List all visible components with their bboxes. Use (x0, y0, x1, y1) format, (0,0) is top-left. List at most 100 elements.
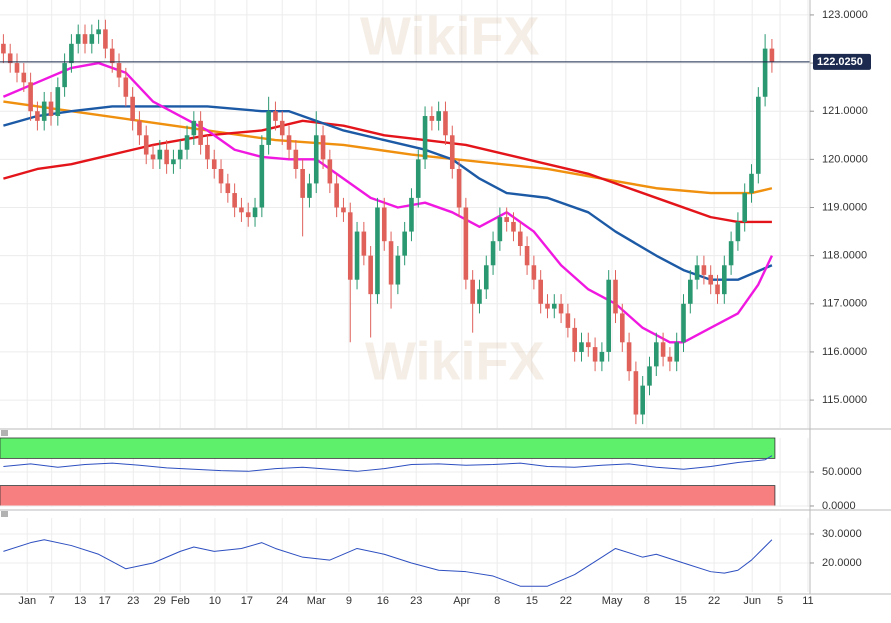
candle-body (69, 43, 74, 64)
candle-body (402, 231, 407, 256)
candle-body (341, 207, 346, 213)
x-tick-label: 23 (410, 595, 422, 607)
y-tick-label: 120.0000 (822, 153, 868, 165)
x-tick-label: Apr (453, 595, 470, 607)
indicator-zone (0, 485, 776, 507)
candle-body (388, 241, 394, 285)
candle-body (715, 284, 720, 295)
candle-body (531, 265, 537, 280)
candle-body (545, 303, 550, 309)
candle-body (334, 183, 339, 208)
labels-layer: Jan 7 13 17 23 29 Feb 10 17 24 Mar 9 16 23 Apr 8 15 22 May… (18, 9, 871, 607)
candle-body (75, 34, 81, 44)
y-tick-label: 123.0000 (822, 9, 868, 21)
candle-body (558, 303, 564, 314)
candle-body (762, 48, 768, 97)
candle-body (653, 342, 659, 367)
candle-body (599, 351, 605, 362)
candle-body (756, 96, 761, 174)
candle-body (191, 120, 197, 136)
last-price-label: 122.0250 (817, 56, 863, 68)
panel-handle (1, 430, 8, 517)
candle-body (62, 63, 67, 88)
candle-body (375, 207, 380, 295)
candle-body (1, 43, 6, 54)
y-tick-label: 116.0000 (822, 346, 867, 358)
y-tick-label: 50.0000 (822, 466, 862, 478)
candle-body (381, 207, 387, 242)
candle-body (130, 96, 135, 121)
x-tick-label: 10 (209, 595, 221, 607)
candle-body (429, 116, 435, 121)
candle-body (320, 135, 326, 160)
candle-body (640, 385, 645, 415)
x-tick-label: 15 (526, 595, 538, 607)
candle-body (681, 303, 686, 343)
x-tick-label: 29 (154, 595, 166, 607)
candle-body (572, 327, 577, 352)
candle-body (245, 212, 251, 218)
x-tick-label: 17 (99, 595, 111, 607)
x-tick-label: 15 (675, 595, 687, 607)
candle-body (585, 342, 591, 348)
candle-body (660, 342, 666, 357)
x-tick-label: 9 (346, 595, 352, 607)
candle-body (415, 159, 421, 198)
candle-body (7, 53, 13, 64)
candle-body (606, 279, 611, 352)
candle-body (769, 48, 775, 62)
candle-body (28, 82, 33, 112)
grid-layer (0, 0, 810, 592)
candle-body (96, 29, 101, 35)
candle-body (728, 241, 734, 266)
candle-body (259, 144, 265, 208)
candle-body (109, 48, 115, 64)
candle-body (164, 149, 169, 165)
watermark: WikiFX (365, 331, 545, 391)
candle-body (422, 116, 428, 160)
marks-layer (0, 19, 810, 587)
candle-body (150, 154, 156, 160)
candle-body (14, 63, 20, 73)
candle-body (565, 313, 571, 328)
x-tick-label: Jun (743, 595, 761, 607)
candle-body (470, 279, 475, 304)
candle-body (48, 101, 54, 117)
candle-body (266, 111, 271, 145)
candle-body (483, 265, 489, 290)
candle-body (157, 149, 163, 160)
y-tick-label: 117.0000 (822, 298, 867, 310)
frame (0, 0, 891, 595)
x-tick-label: Jan (18, 595, 36, 607)
x-tick-label: Mar (307, 595, 326, 607)
candle-body (368, 255, 373, 295)
y-tick-label: 119.0000 (822, 201, 867, 213)
y-tick-label: 118.0000 (822, 250, 867, 262)
y-tick-label: 115.0000 (822, 394, 867, 406)
indicator-line (3, 539, 773, 587)
y-tick-label: 121.0000 (822, 105, 868, 117)
candle-body (667, 356, 673, 362)
candle-body (361, 231, 367, 256)
candle-body (633, 371, 639, 415)
candle-body (286, 135, 292, 150)
x-tick-label: 24 (276, 595, 288, 607)
candle-body (198, 120, 203, 145)
candle-body (21, 72, 27, 83)
candle-body (143, 135, 149, 155)
candle-body (722, 265, 727, 295)
candle-body (184, 135, 190, 150)
candle-body (177, 149, 183, 160)
candle-body (436, 111, 441, 121)
candle-body (409, 197, 414, 232)
candle-body (551, 303, 557, 309)
candle-body (41, 101, 47, 121)
candle-body (708, 274, 714, 285)
watermark: WikiFX (360, 6, 540, 66)
candle-body (239, 207, 244, 213)
indicator-zone (0, 437, 776, 459)
y-tick-label: 0.0000 (822, 500, 856, 512)
candle-body (252, 207, 258, 218)
x-tick-label: 23 (127, 595, 139, 607)
candle-body (293, 149, 299, 169)
